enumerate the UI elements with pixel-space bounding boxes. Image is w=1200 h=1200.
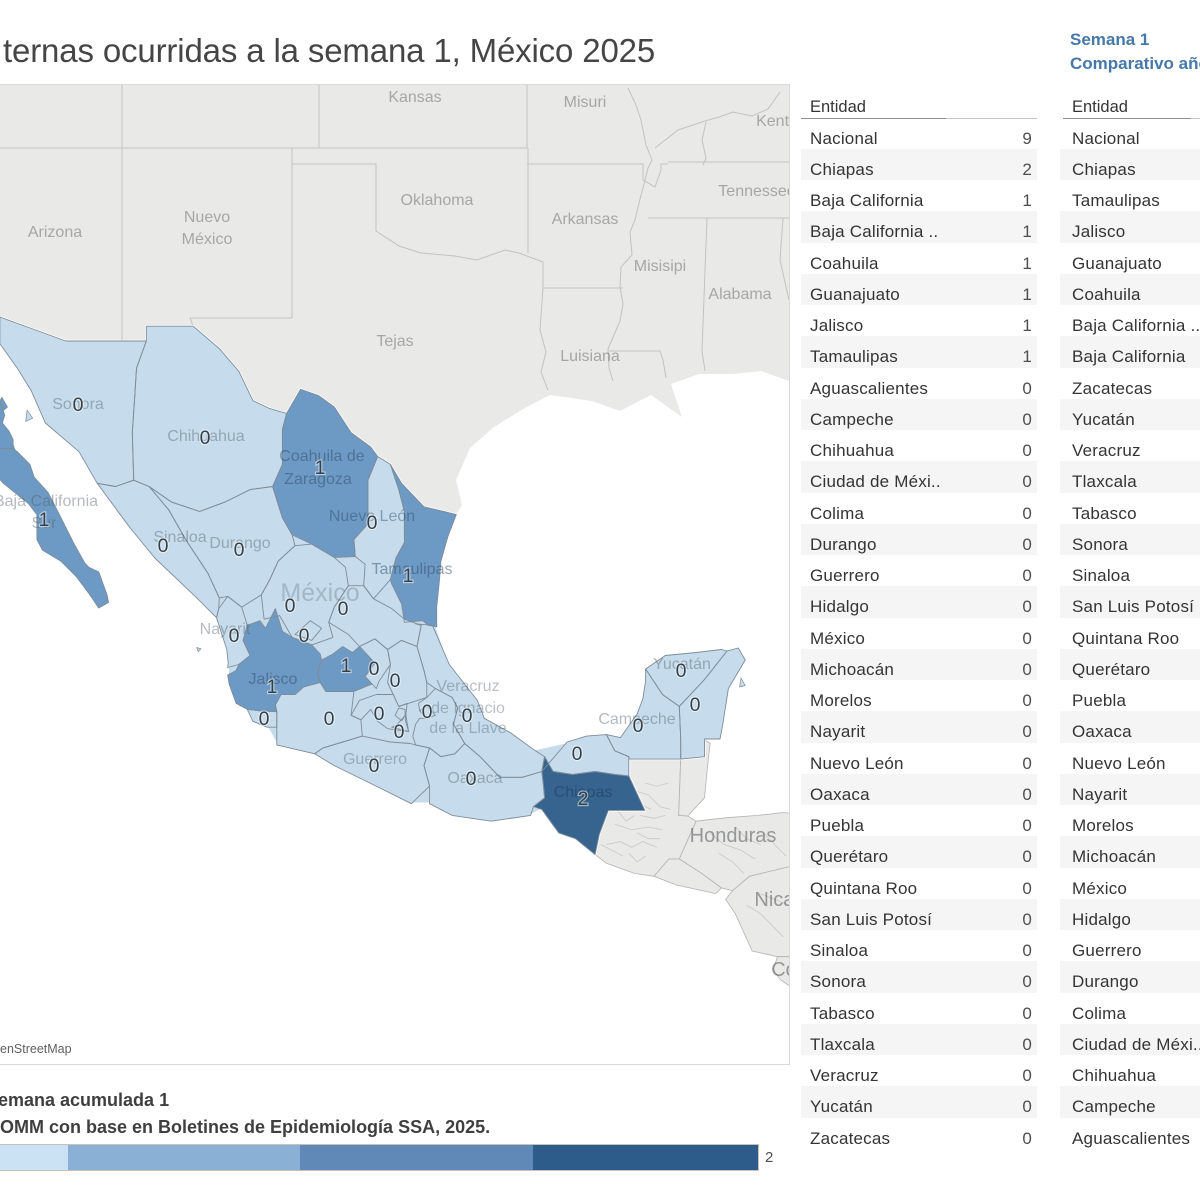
svg-text:Misuri: Misuri (564, 94, 607, 111)
svg-text:Tejas: Tejas (376, 333, 413, 350)
svg-text:de Ignacio: de Ignacio (431, 700, 505, 717)
svg-text:Nayarit: Nayarit (200, 621, 251, 638)
svg-text:Tamaulipas: Tamaulipas (372, 561, 453, 578)
svg-text:Baja California: Baja California (0, 493, 98, 510)
svg-text:0: 0 (369, 755, 380, 777)
svg-text:0: 0 (367, 512, 378, 534)
svg-text:Sur: Sur (32, 515, 58, 532)
svg-text:Oklahoma: Oklahoma (401, 192, 474, 209)
svg-text:0: 0 (374, 703, 385, 725)
svg-text:0: 0 (633, 715, 644, 737)
svg-text:México: México (182, 231, 233, 248)
svg-text:0: 0 (572, 743, 583, 765)
svg-text:2: 2 (578, 788, 589, 810)
svg-text:Zaragoza: Zaragoza (284, 471, 352, 488)
svg-text:0: 0 (394, 721, 405, 743)
svg-text:Chiapas: Chiapas (554, 784, 613, 801)
svg-text:Costa Rica: Costa Rica (771, 959, 789, 981)
svg-text:0: 0 (466, 768, 477, 790)
svg-text:Sonora: Sonora (52, 396, 104, 413)
svg-text:Kentucky: Kentucky (756, 113, 789, 130)
svg-text:0: 0 (200, 427, 211, 449)
svg-text:Luisiana: Luisiana (560, 348, 620, 365)
svg-text:0: 0 (338, 598, 349, 620)
svg-text:0: 0 (234, 539, 245, 561)
svg-text:1: 1 (267, 676, 278, 698)
svg-text:0: 0 (229, 625, 240, 647)
svg-text:0: 0 (462, 705, 473, 727)
svg-text:Veracruz: Veracruz (436, 678, 499, 695)
svg-text:de la Llave: de la Llave (429, 720, 506, 737)
svg-text:Nuevo: Nuevo (184, 209, 230, 226)
svg-text:Campeche: Campeche (598, 711, 675, 728)
svg-text:1: 1 (315, 457, 326, 479)
svg-text:Jalisco: Jalisco (249, 671, 298, 688)
svg-text:0: 0 (390, 670, 401, 692)
svg-text:0: 0 (422, 701, 433, 723)
svg-text:Honduras: Honduras (690, 825, 777, 847)
svg-text:Alabama: Alabama (708, 286, 771, 303)
svg-text:Guerrero: Guerrero (343, 751, 407, 768)
svg-text:1: 1 (341, 655, 352, 677)
svg-text:Sinaloa: Sinaloa (153, 529, 206, 546)
svg-text:México: México (280, 579, 359, 607)
svg-text:0: 0 (324, 708, 335, 730)
svg-text:Nuevo León: Nuevo León (329, 508, 415, 525)
svg-text:Nicaragua: Nicaragua (754, 889, 789, 911)
svg-text:Chihuahua: Chihuahua (167, 428, 245, 445)
svg-text:0: 0 (158, 535, 169, 557)
svg-text:1: 1 (39, 509, 50, 531)
svg-text:Tennessee: Tennessee (718, 183, 789, 200)
svg-text:0: 0 (259, 708, 270, 730)
svg-text:Misisipi: Misisipi (634, 258, 686, 275)
svg-text:0: 0 (73, 394, 84, 416)
svg-text:Arkansas: Arkansas (552, 211, 619, 228)
svg-text:0: 0 (285, 595, 296, 617)
svg-text:Kansas: Kansas (388, 89, 441, 106)
svg-text:Durango: Durango (209, 535, 270, 552)
svg-text:0: 0 (299, 625, 310, 647)
svg-text:Oaxaca: Oaxaca (447, 770, 502, 787)
svg-text:0: 0 (690, 694, 701, 716)
svg-text:Yucatán: Yucatán (653, 656, 711, 673)
svg-text:1: 1 (403, 565, 414, 587)
svg-text:0: 0 (676, 660, 687, 682)
svg-text:Arizona: Arizona (28, 224, 82, 241)
svg-text:0: 0 (369, 658, 380, 680)
svg-text:Coahuila de: Coahuila de (279, 448, 365, 465)
